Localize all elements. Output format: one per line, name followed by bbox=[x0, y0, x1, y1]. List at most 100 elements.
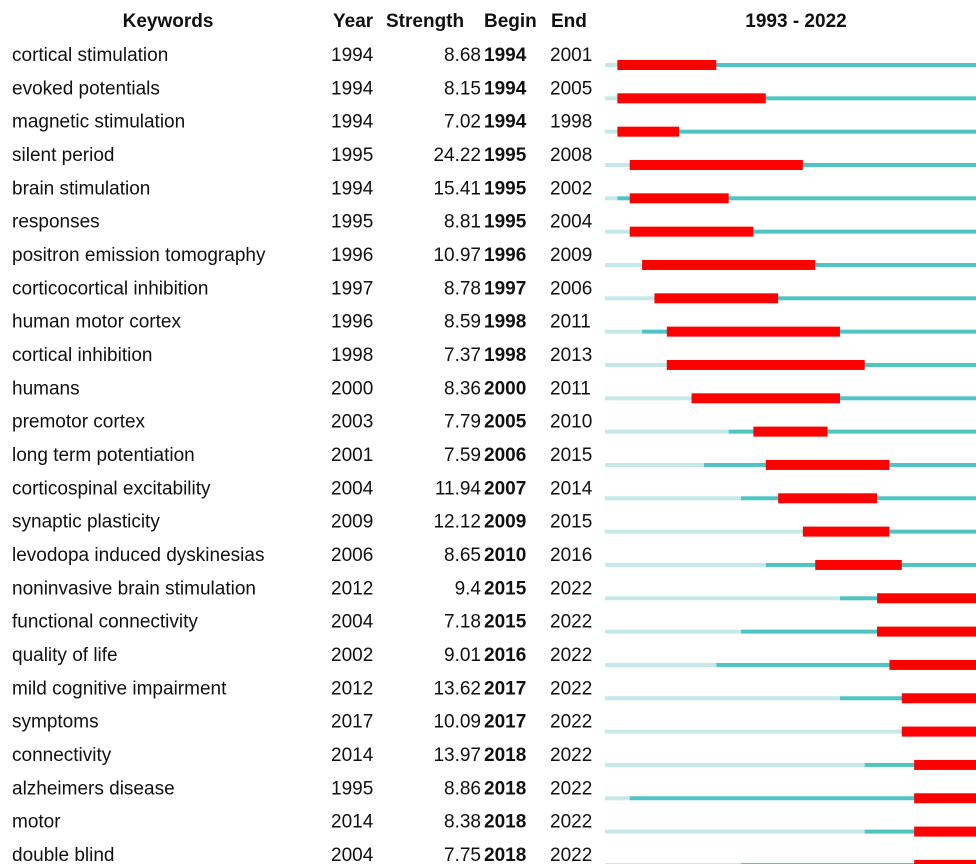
keyword: alzheimers disease bbox=[12, 778, 175, 799]
before-bar bbox=[605, 63, 618, 67]
keyword: brain stimulation bbox=[12, 178, 150, 199]
active-bar bbox=[617, 196, 976, 201]
end: 2022 bbox=[550, 778, 592, 799]
before-bar bbox=[605, 329, 643, 334]
end: 2022 bbox=[550, 745, 592, 766]
year: 2004 bbox=[331, 612, 374, 633]
burst-bar bbox=[914, 826, 976, 837]
year: 1997 bbox=[331, 278, 373, 299]
year: 2006 bbox=[331, 545, 373, 566]
strength: 8.81 bbox=[444, 212, 481, 233]
strength: 8.78 bbox=[444, 278, 481, 299]
strength: 7.79 bbox=[444, 412, 481, 433]
begin: 1998 bbox=[484, 312, 526, 333]
keyword: cortical inhibition bbox=[12, 345, 152, 366]
before-bar bbox=[605, 596, 840, 601]
before-bar bbox=[605, 196, 618, 201]
before-bar bbox=[605, 96, 618, 101]
keyword: magnetic stimulation bbox=[12, 112, 185, 133]
before-bar bbox=[605, 862, 742, 864]
keyword: levodopa induced dyskinesias bbox=[12, 545, 264, 566]
strength: 8.68 bbox=[444, 45, 481, 66]
strength: 7.75 bbox=[444, 845, 481, 864]
year: 1996 bbox=[331, 312, 373, 333]
before-bar bbox=[605, 762, 865, 767]
year: 1994 bbox=[331, 78, 374, 99]
before-bar bbox=[605, 396, 692, 401]
end: 2015 bbox=[550, 512, 592, 533]
strength: 8.38 bbox=[444, 812, 481, 833]
year: 2004 bbox=[331, 845, 374, 864]
before-bar bbox=[605, 229, 630, 234]
end: 2022 bbox=[550, 578, 592, 599]
begin: 2018 bbox=[484, 845, 526, 864]
end: 2022 bbox=[550, 712, 592, 733]
year: 2009 bbox=[331, 512, 373, 533]
begin: 2018 bbox=[484, 812, 526, 833]
strength: 9.01 bbox=[444, 645, 481, 666]
burst-bar bbox=[666, 326, 840, 337]
strength: 15.41 bbox=[433, 178, 481, 199]
end: 2011 bbox=[550, 312, 591, 333]
begin: 1995 bbox=[484, 178, 527, 199]
before-bar bbox=[605, 462, 704, 467]
keyword: motor bbox=[12, 812, 61, 833]
year: 2000 bbox=[331, 378, 373, 399]
active-bar bbox=[728, 429, 976, 434]
burst-bar bbox=[691, 393, 840, 404]
end: 2022 bbox=[550, 845, 592, 864]
burst-bar bbox=[666, 359, 865, 370]
keyword: cortical stimulation bbox=[12, 45, 168, 66]
keyword: quality of life bbox=[12, 645, 118, 666]
before-bar bbox=[605, 729, 902, 734]
before-bar bbox=[605, 562, 766, 567]
end: 2010 bbox=[550, 412, 592, 433]
end: 2022 bbox=[550, 812, 592, 833]
year: 2014 bbox=[331, 745, 374, 766]
year: 1994 bbox=[331, 45, 374, 66]
burst-bar bbox=[617, 93, 766, 104]
year: 2002 bbox=[331, 645, 373, 666]
active-bar bbox=[716, 662, 976, 667]
before-bar bbox=[605, 362, 667, 367]
strength: 8.65 bbox=[444, 545, 481, 566]
keyword: double blind bbox=[12, 845, 114, 864]
strength: 9.4 bbox=[455, 578, 482, 599]
begin: 2018 bbox=[484, 745, 526, 766]
year: 2003 bbox=[331, 412, 373, 433]
burst-bar bbox=[629, 226, 754, 237]
begin: 2015 bbox=[484, 578, 527, 599]
strength: 8.59 bbox=[444, 312, 481, 333]
begin: 1998 bbox=[484, 345, 526, 366]
end: 2011 bbox=[550, 378, 591, 399]
keyword: noninvasive brain stimulation bbox=[12, 578, 256, 599]
keyword: human motor cortex bbox=[12, 312, 181, 333]
end: 2001 bbox=[550, 45, 592, 66]
begin: 2006 bbox=[484, 445, 526, 466]
begin: 2009 bbox=[484, 512, 526, 533]
keyword: corticospinal excitability bbox=[12, 478, 211, 499]
keyword: functional connectivity bbox=[12, 612, 198, 633]
active-bar bbox=[741, 629, 976, 634]
year: 1994 bbox=[331, 112, 374, 133]
before-bar bbox=[605, 162, 630, 167]
strength: 7.18 bbox=[444, 612, 481, 633]
before-bar bbox=[605, 829, 865, 834]
year: 1995 bbox=[331, 778, 373, 799]
burst-bar bbox=[914, 859, 976, 864]
keyword: silent period bbox=[12, 145, 114, 166]
strength: 8.15 bbox=[444, 78, 481, 99]
strength: 8.36 bbox=[444, 378, 481, 399]
year: 2012 bbox=[331, 578, 373, 599]
begin: 1995 bbox=[484, 212, 527, 233]
burst-bar bbox=[617, 60, 717, 70]
strength: 24.22 bbox=[433, 145, 481, 166]
burst-bar bbox=[765, 459, 890, 470]
burst-bar bbox=[914, 793, 976, 804]
begin: 2017 bbox=[484, 678, 526, 699]
active-bar bbox=[617, 63, 976, 67]
end: 2022 bbox=[550, 645, 592, 666]
keyword: symptoms bbox=[12, 712, 99, 733]
keyword: evoked potentials bbox=[12, 78, 160, 99]
